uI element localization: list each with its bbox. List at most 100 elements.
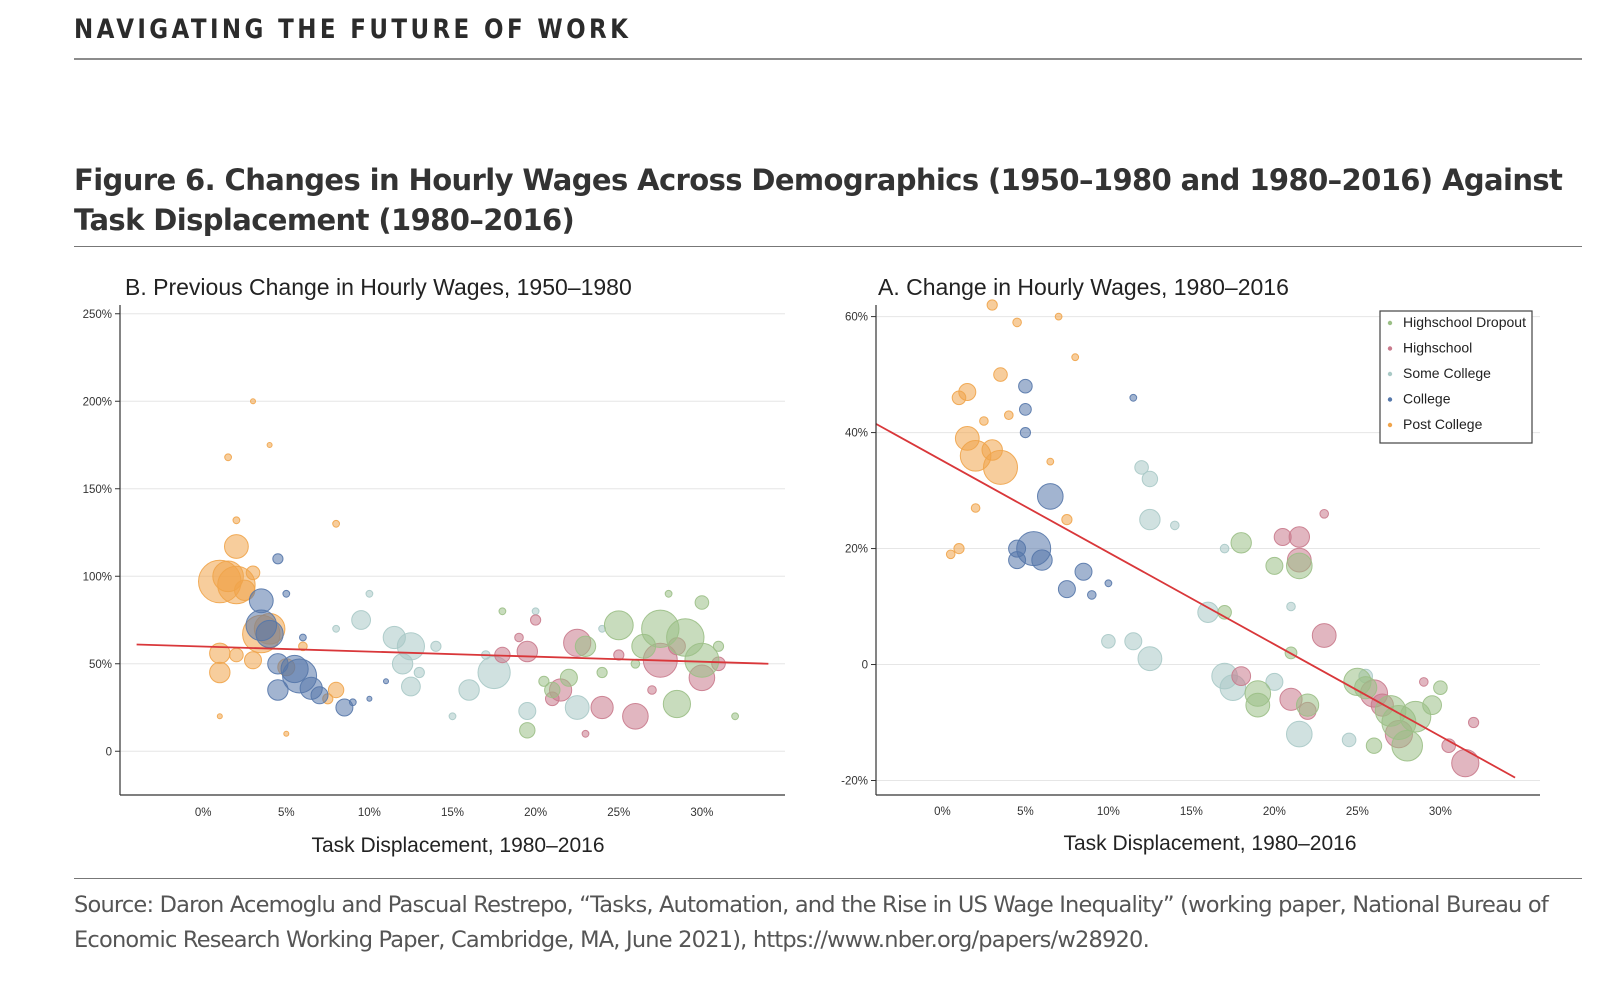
x-tick-label: 30% — [1429, 806, 1452, 818]
point-college — [1019, 403, 1032, 416]
point-post-college — [250, 398, 256, 405]
point-highschool-dropout — [664, 589, 673, 598]
point-college — [1087, 590, 1097, 600]
point-highschool — [1319, 509, 1329, 519]
point-highschool-dropout — [1230, 532, 1252, 554]
point-some-college — [413, 666, 425, 679]
point-highschool-dropout — [1422, 695, 1442, 716]
point-some-college — [1137, 646, 1163, 672]
legend-label: Post College — [1403, 416, 1483, 432]
point-college — [1104, 579, 1113, 588]
point-some-college — [1141, 470, 1159, 488]
point-some-college — [448, 712, 457, 721]
point-highschool-dropout — [1265, 556, 1284, 575]
point-college — [280, 654, 309, 684]
x-tick-label: 25% — [1346, 806, 1369, 818]
panel-a-points — [945, 299, 1480, 778]
point-some-college — [365, 589, 374, 598]
source-note: Source: Daron Acemoglu and Pascual Restr… — [74, 892, 1549, 953]
y-tick-label: 200% — [83, 396, 112, 408]
point-highschool — [1451, 749, 1480, 778]
point-post-college — [283, 730, 290, 737]
title-rule — [74, 246, 1582, 247]
point-some-college — [1134, 460, 1149, 475]
point-highschool — [1468, 716, 1480, 729]
legend-box — [1379, 310, 1533, 444]
point-college — [1008, 551, 1027, 570]
point-some-college — [1139, 508, 1161, 531]
legend-label: Highschool Dropout — [1403, 314, 1526, 330]
x-tick-label: 30% — [690, 807, 713, 819]
point-college — [1037, 483, 1064, 510]
point-some-college — [391, 653, 414, 675]
legend-label: Highschool — [1403, 340, 1472, 356]
point-post-college — [1004, 410, 1014, 420]
point-some-college — [531, 607, 540, 616]
point-college — [335, 698, 354, 717]
x-tick-label: 5% — [1017, 806, 1034, 818]
point-highschool-dropout — [596, 666, 608, 679]
point-college — [267, 679, 289, 701]
point-highschool-dropout — [498, 607, 507, 616]
point-highschool-dropout — [1245, 692, 1271, 718]
x-tick-label: 5% — [278, 807, 295, 819]
point-some-college — [401, 676, 421, 697]
legend-swatch — [1387, 320, 1393, 326]
point-college — [366, 695, 373, 702]
point-some-college — [1101, 634, 1116, 649]
point-college — [1019, 427, 1032, 439]
legend-swatch — [1387, 371, 1393, 377]
publication-header: NAVIGATING THE FUTURE OF WORK — [74, 14, 632, 45]
point-highschool-dropout — [519, 722, 536, 739]
point-highschool-dropout — [662, 689, 692, 719]
panel-b-fit-line — [136, 643, 769, 665]
point-some-college — [1265, 672, 1284, 691]
legend-swatch — [1387, 397, 1393, 402]
point-post-college — [951, 390, 967, 406]
legend-label: Some College — [1403, 365, 1491, 381]
panel-b-y-ticks: 0 50% 100% 150% 200% 250% — [83, 309, 120, 758]
point-highschool — [613, 649, 625, 661]
point-highschool-dropout — [603, 610, 634, 641]
y-tick-label: 20% — [845, 544, 868, 556]
point-post-college — [1071, 353, 1080, 362]
point-college — [272, 553, 284, 565]
point-highschool-dropout — [1365, 737, 1383, 754]
point-some-college — [1286, 601, 1296, 612]
point-highschool-dropout — [1354, 676, 1378, 700]
point-post-college — [979, 416, 989, 426]
y-tick-label: 60% — [845, 312, 868, 324]
point-highschool-dropout — [630, 659, 641, 669]
point-college — [1074, 562, 1093, 581]
point-post-college — [1046, 457, 1055, 466]
point-highschool — [516, 640, 538, 663]
point-post-college — [332, 519, 341, 528]
x-tick-label: 0% — [195, 807, 212, 819]
point-post-college — [244, 651, 262, 670]
point-highschool-dropout — [1286, 552, 1313, 580]
legend-swatch — [1387, 422, 1393, 428]
source-rule — [74, 878, 1582, 879]
x-tick-label: 10% — [1097, 806, 1120, 818]
x-tick-label: 0% — [934, 806, 951, 818]
point-college — [1129, 393, 1138, 402]
panel-b-x-ticks: 0% 5% 10% 15% 20% 25% 30% — [195, 807, 714, 819]
point-highschool-dropout — [694, 595, 710, 610]
legend-items: Highschool Dropout Highschool Some College… — [1387, 314, 1526, 432]
point-post-college — [986, 299, 998, 311]
y-tick-label: -20% — [841, 776, 868, 788]
point-post-college — [953, 543, 965, 555]
point-college — [383, 678, 389, 685]
point-some-college — [351, 610, 372, 630]
point-highschool — [514, 632, 524, 643]
point-post-college — [224, 453, 233, 462]
point-highschool-dropout — [1391, 729, 1423, 762]
panel-a-y-ticks: -20% 0 20% 40% 60% — [841, 312, 876, 788]
point-college — [248, 588, 274, 614]
point-highschool-dropout — [684, 642, 720, 678]
charts-area: B. Previous Change in Hourly Wages, 1950… — [83, 274, 1540, 857]
point-post-college — [298, 641, 308, 652]
panel-b-title: B. Previous Change in Hourly Wages, 1950… — [125, 274, 632, 300]
x-tick-label: 10% — [358, 807, 381, 819]
x-tick-label: 20% — [524, 807, 547, 819]
